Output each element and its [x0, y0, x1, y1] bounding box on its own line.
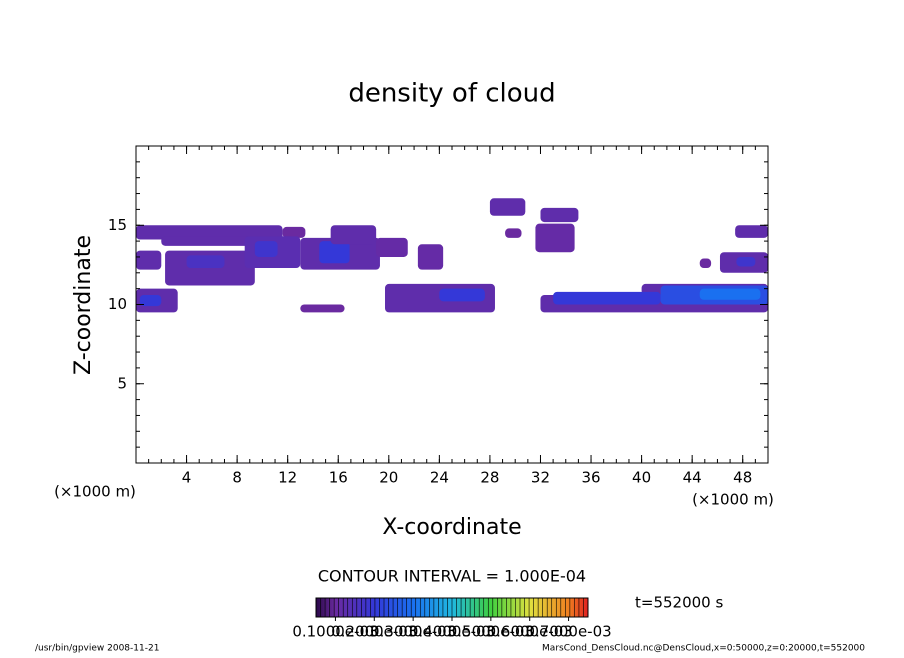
cloud-cell [300, 304, 345, 313]
cloud-cell [186, 255, 225, 269]
x-tick-label: 20 [379, 469, 398, 487]
x-tick-label: 48 [733, 469, 752, 487]
cloud-cell [699, 258, 712, 269]
cloud-cell [319, 241, 350, 264]
x-tick-label: 36 [581, 469, 600, 487]
x-tick-label: 28 [480, 469, 499, 487]
y-tick-label: 15 [108, 216, 127, 234]
cloud-cell [136, 250, 162, 270]
footer-left: /usr/bin/gpview 2008-11-21 [35, 644, 159, 654]
colorbar-tick-label: 0.1000e-03 [292, 623, 378, 641]
y-tick-label: 5 [117, 374, 127, 392]
y-unit: (×1000 m) [54, 483, 136, 501]
colorbar-tick-label: 0.2000e-03 [331, 623, 417, 641]
x-tick-label: 24 [430, 469, 449, 487]
x-tick-label: 40 [632, 469, 651, 487]
cloud-cell [330, 225, 377, 245]
x-tick-label: 8 [232, 469, 242, 487]
time-label: t=552000 s [635, 594, 723, 612]
footer-right: MarsCond_DensCloud.nc@DensCloud,x=0:5000… [542, 644, 865, 654]
cloud-cell [417, 244, 444, 270]
cloud-cell [139, 294, 162, 307]
colorbar-tick-label: 0.4000e-03 [409, 623, 495, 641]
cloud-cell [535, 223, 575, 253]
cloud-cell [376, 237, 408, 257]
cloud-cell [282, 226, 306, 238]
y-tick-label: 10 [108, 295, 127, 313]
cloud-cell [699, 288, 761, 300]
colorbar-tick-label: 0.7000e-03 [525, 623, 611, 641]
cloud-cell [136, 225, 283, 240]
colorbar-tick-label: 0.3000e-03 [370, 623, 456, 641]
chart-title: density of cloud [348, 79, 555, 109]
x-tick-label: 16 [329, 469, 348, 487]
x-tick-label: 44 [683, 469, 702, 487]
y-axis-label: Z-coordinate [71, 235, 96, 375]
cloud-cell [489, 198, 526, 216]
x-unit: (×1000 m) [692, 491, 774, 509]
cloud-cell [736, 256, 756, 267]
colorbar-tick-label: 0.6000e-03 [487, 623, 573, 641]
x-tick-label: 4 [182, 469, 192, 487]
x-tick-label: 32 [531, 469, 550, 487]
cloud-cell [553, 291, 661, 305]
cloud-cell [505, 228, 522, 238]
x-tick-label: 12 [278, 469, 297, 487]
cloud-cell [439, 288, 485, 302]
cloud-cell [735, 225, 768, 238]
colorbar-tick-label: 0.5000e-03 [448, 623, 534, 641]
x-axis-label: X-coordinate [382, 515, 521, 540]
cloud-cell [254, 241, 278, 257]
contour-interval: CONTOUR INTERVAL = 1.000E-04 [318, 567, 586, 586]
cloud-cell [540, 207, 579, 223]
